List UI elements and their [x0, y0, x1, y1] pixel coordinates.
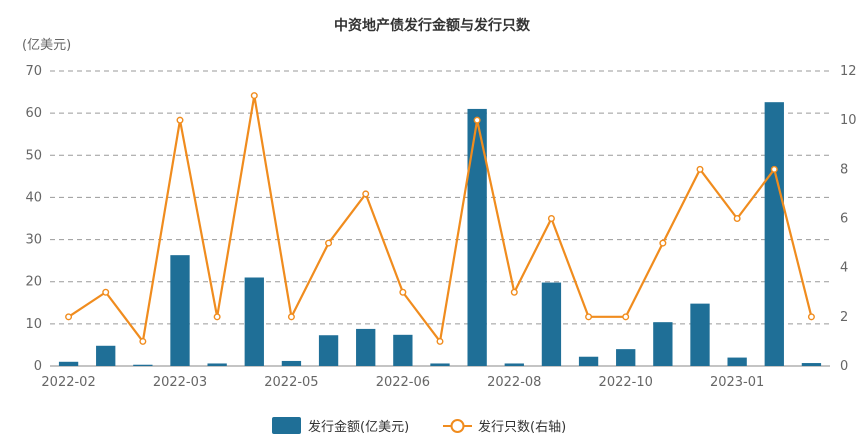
- line-point: [213, 313, 221, 321]
- y-right-tick-label: 8: [840, 162, 848, 177]
- chart-title: 中资地产债发行金额与发行只数: [334, 17, 531, 34]
- line-point: [696, 165, 704, 173]
- y-right-tick-label: 2: [840, 310, 848, 325]
- line-point: [325, 239, 333, 247]
- bar: [207, 363, 227, 366]
- y-left-tick-label: 30: [25, 233, 42, 248]
- line-point: [287, 313, 295, 321]
- legend: 发行金额(亿美元) 发行只数(右轴): [272, 417, 566, 435]
- bar: [504, 363, 524, 366]
- legend-line-label: 发行只数(右轴): [478, 419, 566, 435]
- line-point: [659, 239, 667, 247]
- legend-bar-label: 发行金额(亿美元): [308, 419, 409, 435]
- line-point: [733, 214, 741, 222]
- y-right-tick-label: 4: [840, 261, 848, 276]
- bar: [244, 277, 264, 366]
- y-left-tick-label: 0: [34, 359, 42, 374]
- y-left-tick-label: 20: [25, 275, 42, 290]
- bar: [541, 282, 562, 366]
- line-point: [399, 288, 407, 296]
- y-right-tick-label: 0: [840, 359, 848, 374]
- y-axis-unit-label: (亿美元): [22, 38, 71, 53]
- bar: [801, 363, 822, 366]
- legend-bar-swatch: [272, 417, 301, 434]
- bar: [764, 102, 784, 366]
- x-tick-label: 2022-02: [41, 375, 95, 390]
- y-right-tick-label: 12: [840, 64, 857, 79]
- y-right-tick-label: 10: [840, 113, 857, 128]
- bar: [133, 364, 153, 366]
- y-right-tick-label: 6: [840, 212, 848, 227]
- y-left-tick-label: 70: [25, 64, 42, 79]
- y-left-tick-label: 60: [25, 106, 42, 121]
- line-point: [807, 313, 815, 321]
- x-tick-label: 2023-01: [710, 375, 764, 390]
- line-point: [250, 92, 258, 100]
- line-series: [65, 92, 815, 345]
- x-tick-label: 2022-05: [264, 375, 318, 390]
- y-left-tick-label: 50: [25, 148, 42, 163]
- line-point: [770, 165, 778, 173]
- line-point: [102, 288, 110, 296]
- line-point: [176, 116, 184, 124]
- bar: [318, 335, 339, 366]
- bar-series: [58, 102, 822, 366]
- line-point: [585, 313, 593, 321]
- line-point: [65, 313, 73, 321]
- bar: [393, 334, 413, 366]
- line-point: [547, 214, 555, 222]
- bar: [170, 255, 190, 366]
- bar: [96, 345, 116, 366]
- bar: [578, 356, 599, 366]
- y-left-tick-label: 10: [25, 317, 42, 332]
- y-left-tick-label: 40: [25, 190, 42, 205]
- line-point: [473, 116, 481, 124]
- line-point: [139, 337, 147, 345]
- x-tick-label: 2022-03: [153, 375, 207, 390]
- x-tick-label: 2022-06: [376, 375, 430, 390]
- bar: [467, 108, 487, 366]
- bar: [58, 361, 79, 366]
- bar: [281, 360, 302, 366]
- line-point: [362, 190, 370, 198]
- bar: [690, 303, 710, 366]
- x-tick-label: 2022-10: [599, 375, 653, 390]
- legend-line-marker: [450, 419, 465, 433]
- bar: [653, 322, 673, 366]
- bar: [430, 363, 450, 366]
- bar: [356, 328, 376, 366]
- line-point: [510, 288, 518, 296]
- x-tick-label: 2022-08: [487, 375, 541, 390]
- bar: [727, 357, 747, 366]
- line-point: [436, 337, 444, 345]
- bar: [616, 349, 636, 366]
- line-point: [622, 313, 630, 321]
